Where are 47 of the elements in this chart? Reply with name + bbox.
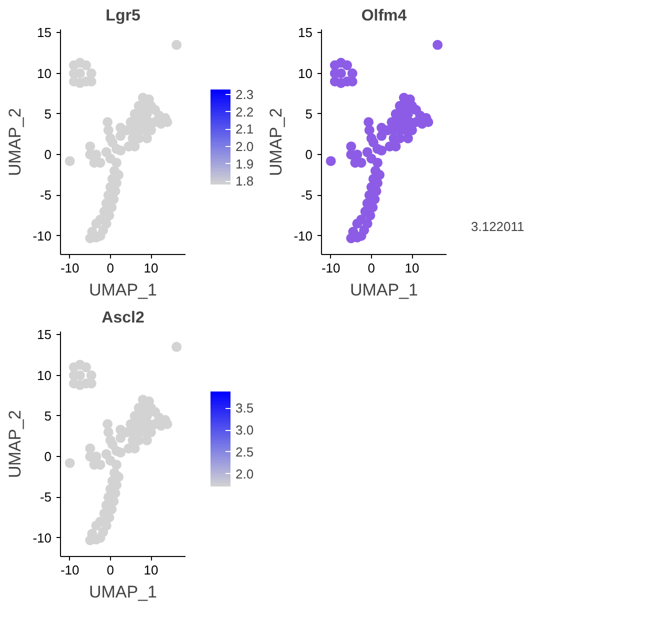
y-tick-label: -10 bbox=[294, 228, 313, 244]
y-tick-label: 10 bbox=[298, 66, 313, 81]
x-tick-label: 10 bbox=[404, 260, 420, 276]
y-tick-label: 5 bbox=[44, 408, 52, 424]
y-tick-label: 0 bbox=[44, 147, 52, 162]
y-axis-title: UMAP_2 bbox=[266, 108, 286, 176]
y-tick-label: 15 bbox=[37, 327, 52, 342]
y-tick-label: -10 bbox=[32, 530, 52, 546]
x-tick-label: 10 bbox=[144, 562, 158, 578]
chart-title: Lgr5 bbox=[106, 8, 140, 24]
y-tick-label: 15 bbox=[298, 25, 313, 40]
x-axis-title: UMAP_1 bbox=[350, 280, 418, 300]
x-axis-title: UMAP_1 bbox=[88, 582, 158, 602]
color-bar-label: 2.1 bbox=[236, 122, 254, 137]
color-bar-label: 2.0 bbox=[236, 466, 254, 482]
y-tick-label: 0 bbox=[305, 147, 313, 162]
y-tick-label: -5 bbox=[40, 188, 52, 203]
y-tick-label: 0 bbox=[44, 449, 52, 464]
color-bar-label: 2.0 bbox=[236, 139, 254, 154]
color-bar-label: 1.9 bbox=[236, 156, 254, 172]
color-bar-label: 3.5 bbox=[236, 400, 254, 416]
x-axis-title: UMAP_1 bbox=[88, 280, 158, 300]
x-tick-label: 0 bbox=[368, 260, 376, 276]
color-bar-label: 1.8 bbox=[236, 174, 254, 189]
x-tick-label: 0 bbox=[106, 260, 114, 276]
y-axis-title: UMAP_2 bbox=[6, 410, 25, 478]
color-bar-label: 3.0 bbox=[236, 422, 254, 438]
y-tick-label: -5 bbox=[300, 188, 313, 203]
color-bar-label: 2.3 bbox=[236, 87, 254, 102]
x-tick-label: -10 bbox=[60, 260, 80, 276]
x-tick-label: 10 bbox=[144, 260, 158, 276]
x-tick-label: -10 bbox=[60, 562, 80, 578]
chart-title: Ascl2 bbox=[102, 310, 144, 326]
color-bar-label: 2.5 bbox=[236, 444, 254, 460]
y-tick-label: -10 bbox=[32, 228, 52, 244]
y-tick-label: 10 bbox=[37, 66, 52, 81]
y-tick-label: 5 bbox=[305, 106, 313, 122]
text: 3.122011 bbox=[471, 219, 524, 234]
y-tick-label: 10 bbox=[37, 368, 52, 383]
y-tick-label: 5 bbox=[44, 106, 52, 122]
color-bar-label: 2.2 bbox=[236, 104, 254, 120]
x-tick-label: -10 bbox=[321, 260, 340, 276]
y-axis-title: UMAP_2 bbox=[6, 108, 25, 176]
y-tick-label: -5 bbox=[40, 490, 52, 505]
x-tick-label: 0 bbox=[106, 562, 114, 578]
y-tick-label: 15 bbox=[37, 25, 52, 40]
chart-title: Olfm4 bbox=[361, 8, 407, 24]
